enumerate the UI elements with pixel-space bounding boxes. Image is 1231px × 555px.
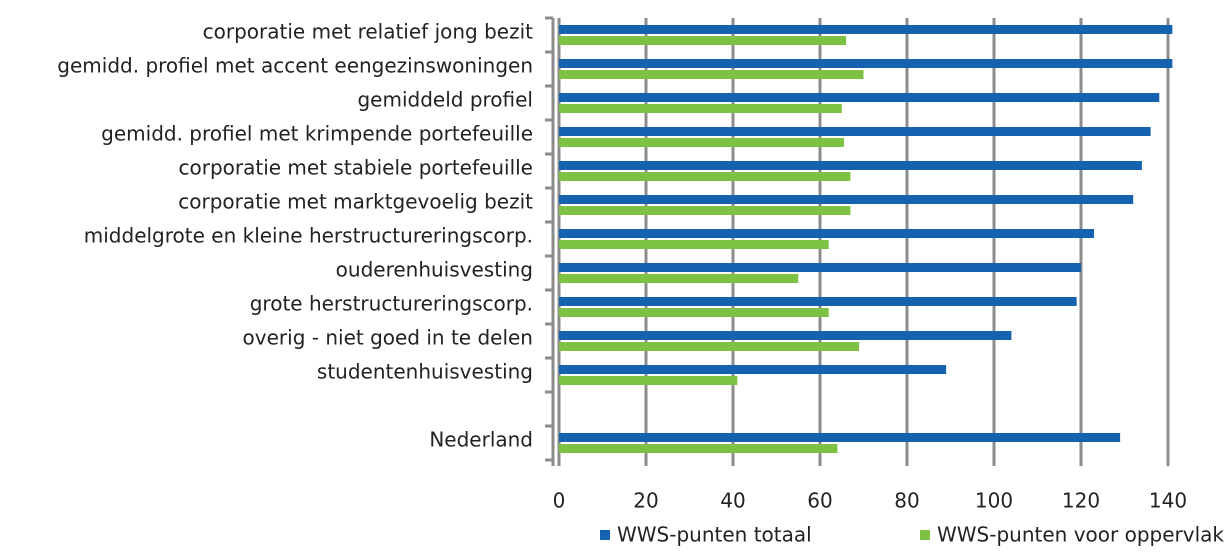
bar: [559, 376, 738, 385]
y-tick-label: corporatie met stabiele portefeuille: [178, 156, 533, 180]
legend-swatch: [600, 530, 610, 540]
bar: [559, 229, 1095, 238]
bar: [559, 263, 1081, 272]
bar: [559, 36, 847, 45]
bar: [559, 104, 842, 113]
bar: [559, 172, 851, 181]
y-tick-label: gemidd. profiel met accent eengezinswoni…: [57, 54, 533, 78]
bar: [559, 365, 947, 374]
bar: [559, 308, 829, 317]
y-tick-label: grote herstructureringscorp.: [250, 292, 533, 316]
legend-swatch: [920, 530, 930, 540]
y-tick-label: middelgrote en kleine herstructureringsc…: [84, 224, 533, 248]
x-tick-label: 40: [720, 489, 745, 513]
bar: [559, 93, 1160, 102]
y-tick-label: ouderenhuisvesting: [336, 258, 533, 282]
bar: [559, 331, 1012, 340]
x-tick-label: 60: [807, 489, 832, 513]
bar: [559, 206, 851, 215]
legend-label: WWS-punten voor oppervlak: [937, 523, 1224, 547]
x-tick-label: 0: [553, 489, 566, 513]
bar: [559, 274, 799, 283]
bar: [559, 342, 860, 351]
bar: [559, 59, 1173, 68]
y-tick-label: studentenhuisvesting: [317, 360, 533, 384]
y-tick-label: corporatie met relatief jong bezit: [203, 20, 533, 44]
bar: [559, 240, 829, 249]
bar: [559, 127, 1151, 136]
bar: [559, 444, 838, 453]
x-tick-label: 120: [1062, 489, 1100, 513]
bar: [559, 25, 1173, 34]
bar: [559, 195, 1134, 204]
y-tick-label: Nederland: [429, 428, 533, 452]
x-tick-label: 80: [894, 489, 919, 513]
bar: [559, 161, 1142, 170]
y-tick-label: overig - niet goed in te delen: [243, 326, 533, 350]
x-tick-label: 140: [1149, 489, 1187, 513]
y-tick-label: gemidd. profiel met krimpende portefeuil…: [101, 122, 533, 146]
y-tick-label: gemiddeld profiel: [357, 88, 533, 112]
bar: [559, 70, 864, 79]
bar: [559, 138, 844, 147]
y-tick-label: corporatie met marktgevoelig bezit: [178, 190, 533, 214]
legend-label: WWS-punten totaal: [617, 523, 812, 547]
bar: [559, 297, 1077, 306]
x-tick-label: 100: [975, 489, 1013, 513]
bar: [559, 433, 1121, 442]
x-tick-label: 20: [633, 489, 658, 513]
